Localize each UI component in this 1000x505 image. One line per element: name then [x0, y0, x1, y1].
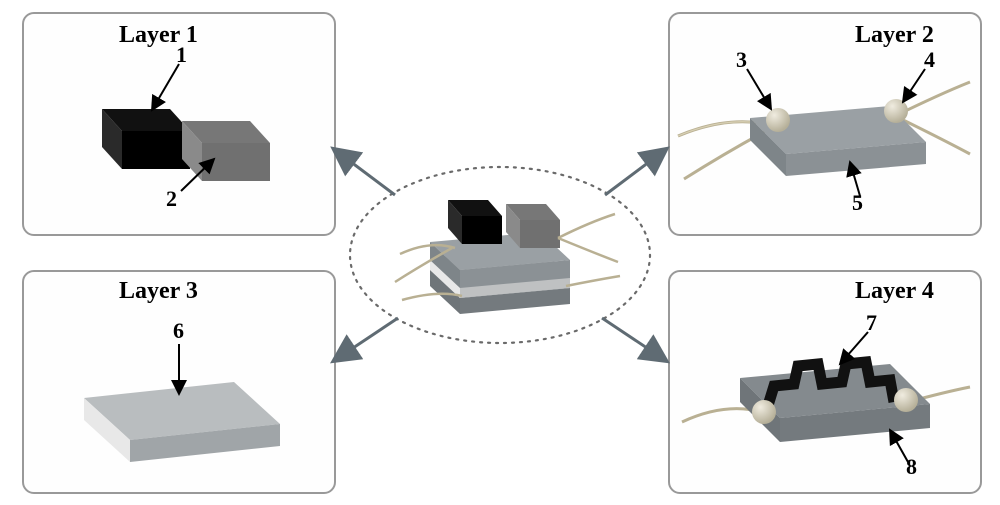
label-1: 1	[176, 42, 187, 68]
label-2: 2	[166, 186, 177, 212]
panel-title-layer3: Layer 3	[119, 278, 198, 305]
panel-title-layer2: Layer 2	[855, 22, 934, 49]
label-8: 8	[906, 454, 917, 480]
layer4-graphic	[670, 272, 980, 492]
label-5: 5	[852, 190, 863, 216]
panel-layer3: Layer 3 6	[22, 270, 336, 494]
label-3: 3	[736, 47, 747, 73]
layer3-graphic	[24, 272, 334, 492]
panel-layer1: Layer 1 1 2	[22, 12, 336, 236]
label-7: 7	[866, 310, 877, 336]
panel-layer4: Layer 4 7 8	[668, 270, 982, 494]
label-6: 6	[173, 318, 184, 344]
label-4: 4	[924, 47, 935, 73]
panel-title-layer4: Layer 4	[855, 278, 934, 305]
panel-layer2: Layer 2 3 4 5	[668, 12, 982, 236]
